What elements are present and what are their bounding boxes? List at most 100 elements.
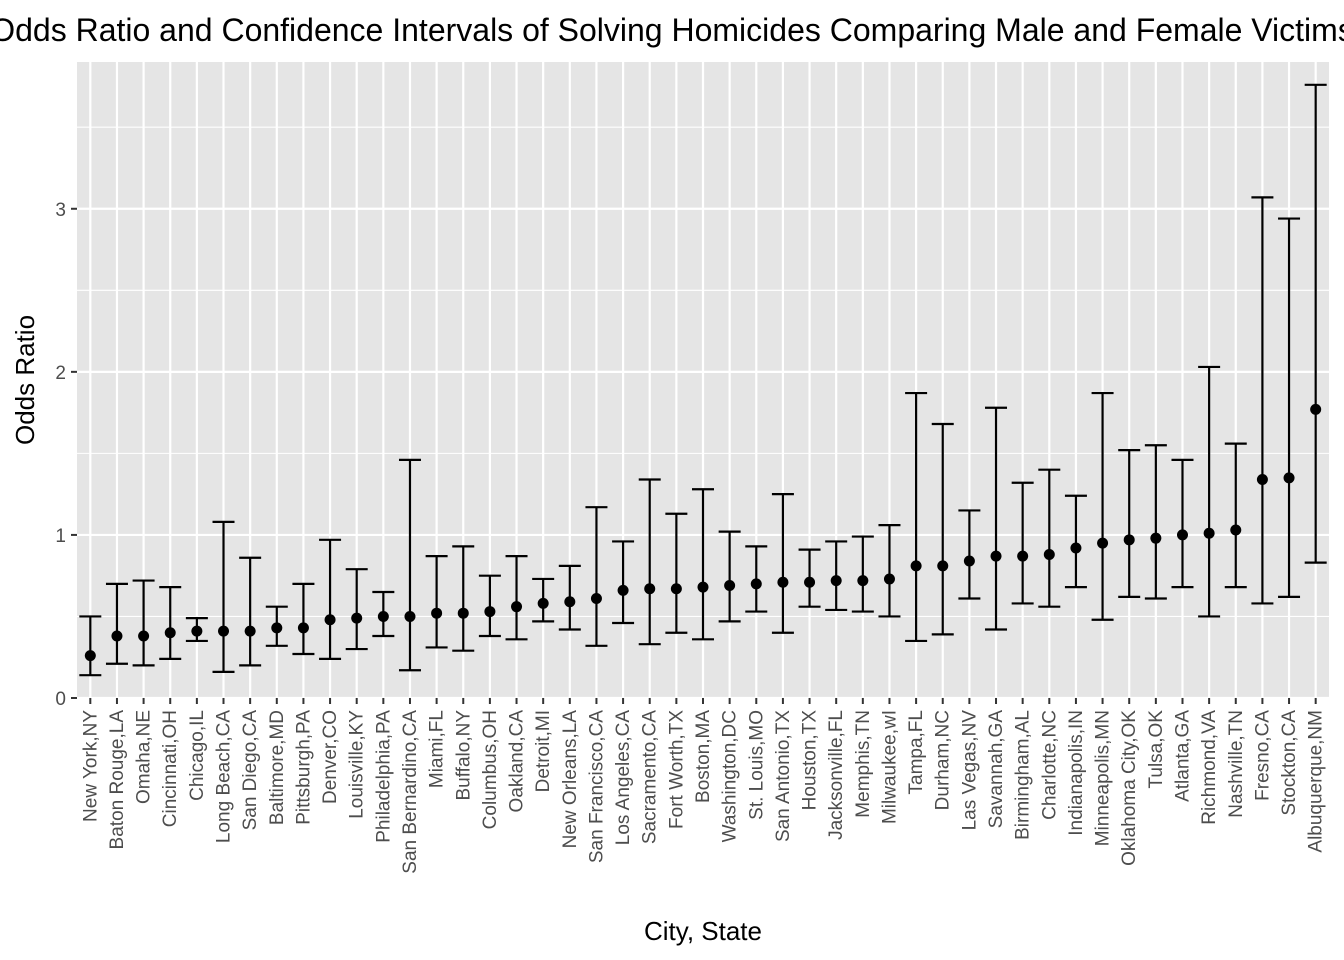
error-bar — [558, 564, 581, 631]
estimate-point — [111, 630, 123, 642]
error-bar — [985, 406, 1008, 631]
estimate-point — [617, 584, 629, 596]
error-bar — [585, 506, 608, 647]
estimate-point — [218, 625, 230, 637]
y-axis: 0 1 2 3 — [55, 200, 77, 710]
estimate-point — [1256, 473, 1268, 485]
error-bar — [1064, 494, 1087, 589]
error-bar — [372, 590, 395, 638]
x-tick-label: Detroit,MI — [533, 710, 554, 792]
x-tick-label: Fresno,CA — [1252, 710, 1273, 801]
x-tick-label: Buffalo,NY — [453, 710, 474, 801]
estimate-point — [670, 583, 682, 595]
x-tick-label: Jacksonville,FL — [826, 710, 847, 840]
estimate-point — [1150, 532, 1162, 544]
error-bar — [425, 555, 448, 649]
error-bar — [239, 556, 262, 667]
x-axis-title: City, State — [644, 916, 762, 946]
error-bar — [345, 568, 368, 651]
error-bar — [745, 545, 768, 613]
estimate-point — [297, 622, 309, 634]
error-bar — [159, 586, 182, 660]
error-bar — [1091, 391, 1114, 621]
estimate-point — [1283, 472, 1295, 484]
estimate-point — [244, 625, 256, 637]
data-series — [79, 83, 1327, 677]
x-tick-label: Long Beach,CA — [214, 710, 235, 843]
x-tick-label: Indianapolis,IN — [1066, 710, 1087, 836]
estimate-point — [1230, 524, 1242, 536]
error-bar — [398, 458, 421, 672]
x-tick-label: Fort Worth,TX — [666, 710, 687, 829]
x-tick-label: Washington,DC — [720, 710, 741, 842]
y-tick-label: 1 — [55, 526, 66, 547]
estimate-point — [1070, 542, 1082, 554]
error-bar — [692, 488, 714, 641]
x-tick-label: Albuquerque,NM — [1306, 710, 1327, 853]
error-bar — [1038, 468, 1061, 608]
error-bar — [1224, 442, 1247, 589]
estimate-point — [271, 622, 283, 634]
error-bar — [265, 605, 288, 647]
error-bar — [505, 555, 528, 641]
error-bar — [851, 535, 874, 613]
estimate-point — [777, 576, 789, 588]
error-bar — [1304, 83, 1327, 564]
estimate-point — [484, 606, 496, 618]
estimate-point — [724, 579, 736, 591]
error-bar — [319, 538, 342, 660]
estimate-point — [1017, 550, 1029, 562]
error-bar — [798, 548, 821, 608]
x-tick-label: Cincinnati,OH — [160, 710, 181, 827]
x-tick-label: San Diego,CA — [240, 710, 261, 831]
estimate-point — [1043, 548, 1055, 560]
error-bar — [185, 616, 208, 643]
estimate-point — [963, 555, 975, 567]
estimate-point — [1176, 529, 1188, 541]
estimate-point — [697, 581, 709, 593]
error-bar — [905, 391, 928, 643]
x-tick-label: New York,NY — [80, 710, 101, 822]
error-bar — [1171, 458, 1194, 589]
x-tick-label: Richmond,VA — [1199, 710, 1220, 825]
estimate-point — [1123, 534, 1135, 546]
error-bar — [132, 579, 155, 667]
estimate-point — [1097, 537, 1109, 549]
estimate-point — [830, 575, 842, 587]
estimate-point — [590, 593, 602, 605]
y-tick-label: 0 — [55, 689, 66, 710]
estimate-point — [164, 627, 176, 639]
x-tick-label: Charlotte,NC — [1039, 710, 1060, 820]
x-tick-label: Denver,CO — [320, 710, 341, 804]
estimate-point — [1203, 527, 1215, 539]
x-tick-label: Tulsa,OK — [1146, 710, 1167, 789]
estimate-point — [377, 610, 389, 622]
error-bar — [1198, 365, 1221, 618]
x-axis: New York,NY Baton Rouge,LA Omaha,NE Cincinn… — [80, 698, 1327, 874]
estimate-point — [990, 550, 1002, 562]
error-bar — [638, 478, 661, 646]
estimate-point — [457, 607, 469, 619]
estimate-point — [404, 610, 416, 622]
estimate-point — [537, 597, 549, 609]
error-bar — [79, 615, 102, 677]
estimate-point — [804, 576, 816, 588]
error-bar — [212, 520, 235, 674]
estimate-point — [351, 612, 363, 624]
error-bar — [958, 509, 981, 600]
x-tick-label: Baton Rouge,LA — [107, 710, 128, 850]
error-bar — [292, 582, 315, 656]
chart-title: Odds Ratio and Confidence Intervals of S… — [0, 12, 1344, 48]
x-tick-label: Louisville,KY — [347, 710, 368, 819]
error-bar — [931, 422, 954, 636]
x-tick-label: Houston,TX — [800, 710, 821, 811]
estimate-point — [84, 650, 96, 662]
error-bar — [665, 512, 688, 634]
y-tick-label: 2 — [55, 363, 66, 384]
y-tick-label: 3 — [55, 200, 66, 221]
x-tick-label: St. Louis,MO — [746, 710, 767, 820]
x-tick-label: San Antonio,TX — [773, 710, 794, 842]
x-tick-label: Nashville,TN — [1226, 710, 1247, 818]
estimate-point — [937, 560, 949, 572]
x-tick-label: San Francisco,CA — [586, 710, 607, 863]
